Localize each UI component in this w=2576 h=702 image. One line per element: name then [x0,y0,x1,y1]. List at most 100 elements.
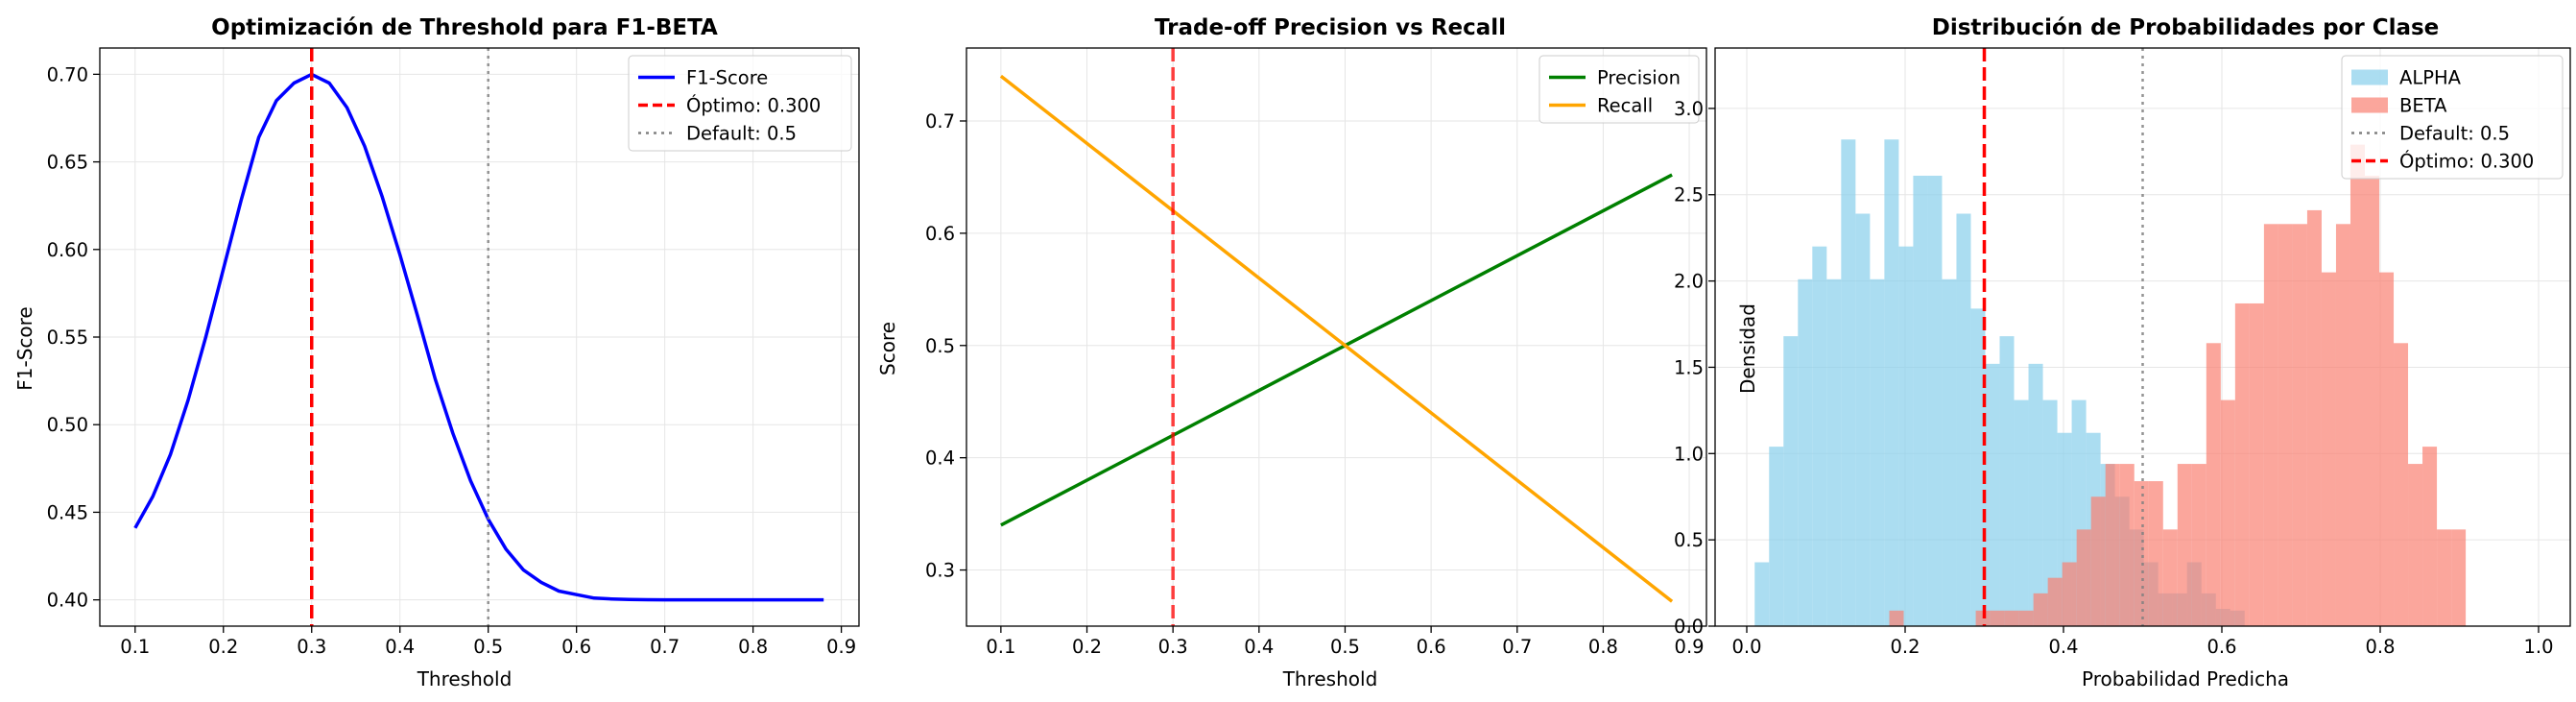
x-tick-label: 0.3 [297,636,326,658]
alpha-bar [2042,399,2058,626]
alpha-bar [1884,139,1899,626]
y-tick-label: 3.0 [1674,98,1704,120]
beta-bar [2394,343,2409,626]
x-tick-label: 0.9 [1675,636,1705,658]
y-tick-label: 0.0 [1674,616,1704,638]
plot-area: 0.1 0.2 0.3 0.4 0.5 0.6 0.7 0.8 0.9 0.40 0.45 0.50 0… [47,47,860,658]
alpha-bar [1956,213,1971,626]
x-tick-label: 0.3 [1158,636,1188,658]
precision-recall-panel: Trade-off Precision vs Recall 0.1 0.2 0.3 0… [876,15,1707,690]
beta-bar [2206,343,2221,626]
series-line-precision [1000,173,1673,527]
legend-label: Recall [1597,95,1653,117]
alpha-bar [1783,336,1799,626]
legend-label: Default: 0.5 [2399,123,2510,145]
legend: ALPHA BETA Default: 0.5 Óptimo: 0.300 [2341,55,2564,180]
x-tick-label: 0.5 [473,636,503,658]
x-tick-label: 1.0 [2523,636,2553,658]
legend: Precision Recall [1538,55,1700,124]
x-axis-label: Threshold [1282,667,1378,690]
beta-bar [1889,610,1904,626]
x-tick-label: 0.4 [1244,636,1274,658]
alpha-bar [1812,246,1827,626]
x-tick-label: 0.2 [208,636,238,658]
legend-swatch [2351,69,2388,85]
y-tick-label: 0.50 [47,414,88,436]
plot-area: 0.0 0.2 0.4 0.6 0.8 1.0 0.0 0.5 1.0 1.5 2.0 2.5 3.0 A… [1674,47,2571,658]
alpha-bar [1898,246,1914,626]
beta-bar [2422,447,2438,626]
beta-bar [2090,496,2106,626]
x-tick-label: 0.7 [1502,636,1532,658]
x-tick-label: 0.6 [1417,636,1446,658]
beta-bar [2335,224,2350,626]
x-tick-label: 0.7 [650,636,680,658]
x-axis-label: Probabilidad Predicha [2082,667,2289,690]
y-tick-label: 0.7 [925,110,955,133]
x-tick-label: 0.0 [1731,636,1761,658]
x-tick-label: 0.8 [1588,636,1618,658]
y-axis-label: F1-Score [13,306,36,390]
panel-title: Trade-off Precision vs Recall [1155,15,1506,40]
y-tick-label: 1.0 [1674,443,1704,465]
beta-bar [1990,610,2005,626]
x-axis-label: Threshold [417,667,513,690]
beta-bar [2119,464,2135,626]
y-axis-label: Densidad [1736,303,1759,394]
beta-bar [2220,399,2235,626]
legend-box [2341,55,2564,180]
beta-bar [2105,464,2120,626]
alpha-bar [1769,447,1784,626]
alpha-bar [1798,278,1813,626]
y-tick-label: 0.5 [1674,529,1704,551]
x-tick-label: 0.1 [120,636,150,658]
y-tick-label: 0.60 [47,239,88,261]
beta-bar [2062,562,2077,626]
y-tick-label: 0.65 [47,152,88,174]
alpha-bar [1870,278,1885,626]
series-line-f1-score [133,72,824,602]
y-tick-label: 1.5 [1674,356,1704,378]
y-tick-label: 0.45 [47,501,88,523]
axes-frame [966,47,1707,627]
f1-threshold-panel: Optimización de Threshold para F1-BETA 0… [13,15,860,690]
y-tick-label: 0.55 [47,327,88,349]
x-tick-label: 0.8 [738,636,768,658]
beta-bar [2162,529,2178,626]
beta-bar [2234,303,2250,626]
axes-frame [1714,47,2571,627]
beta-bar [2408,464,2423,626]
beta-bar [2451,529,2467,626]
legend-label: Precision [1597,67,1681,89]
alpha-bar [2014,399,2029,626]
beta-bar [2047,577,2063,626]
legend-label: Default: 0.5 [686,123,797,145]
alpha-bar [2028,363,2043,626]
legend-swatch [2351,97,2388,113]
legend-label: Óptimo: 0.300 [686,94,821,117]
x-tick-label: 0.8 [2365,636,2395,658]
beta-bar [2306,209,2322,626]
x-tick-label: 0.2 [1072,636,1102,658]
y-tick-label: 0.70 [47,63,88,85]
beta-bar [2249,303,2264,626]
beta-bar [2177,464,2192,626]
beta-bar [2349,144,2365,626]
y-tick-label: 2.0 [1674,271,1704,293]
x-tick-label: 0.4 [385,636,415,658]
alpha-bar [1855,213,1871,626]
alpha-bar [1942,278,1957,626]
beta-bar [2437,529,2452,626]
beta-bar [2148,481,2163,626]
y-tick-label: 2.5 [1674,184,1704,206]
legend-label: F1-Score [686,67,768,89]
y-tick-label: 0.40 [47,590,88,612]
beta-bar [2292,224,2307,626]
beta-bar [2364,175,2380,626]
alpha-bar [1826,278,1842,626]
legend: F1-Score Óptimo: 0.300 Default: 0.5 [628,55,852,152]
legend-box [628,55,852,152]
y-tick-label: 0.6 [925,223,955,245]
x-tick-label: 0.5 [1330,636,1360,658]
